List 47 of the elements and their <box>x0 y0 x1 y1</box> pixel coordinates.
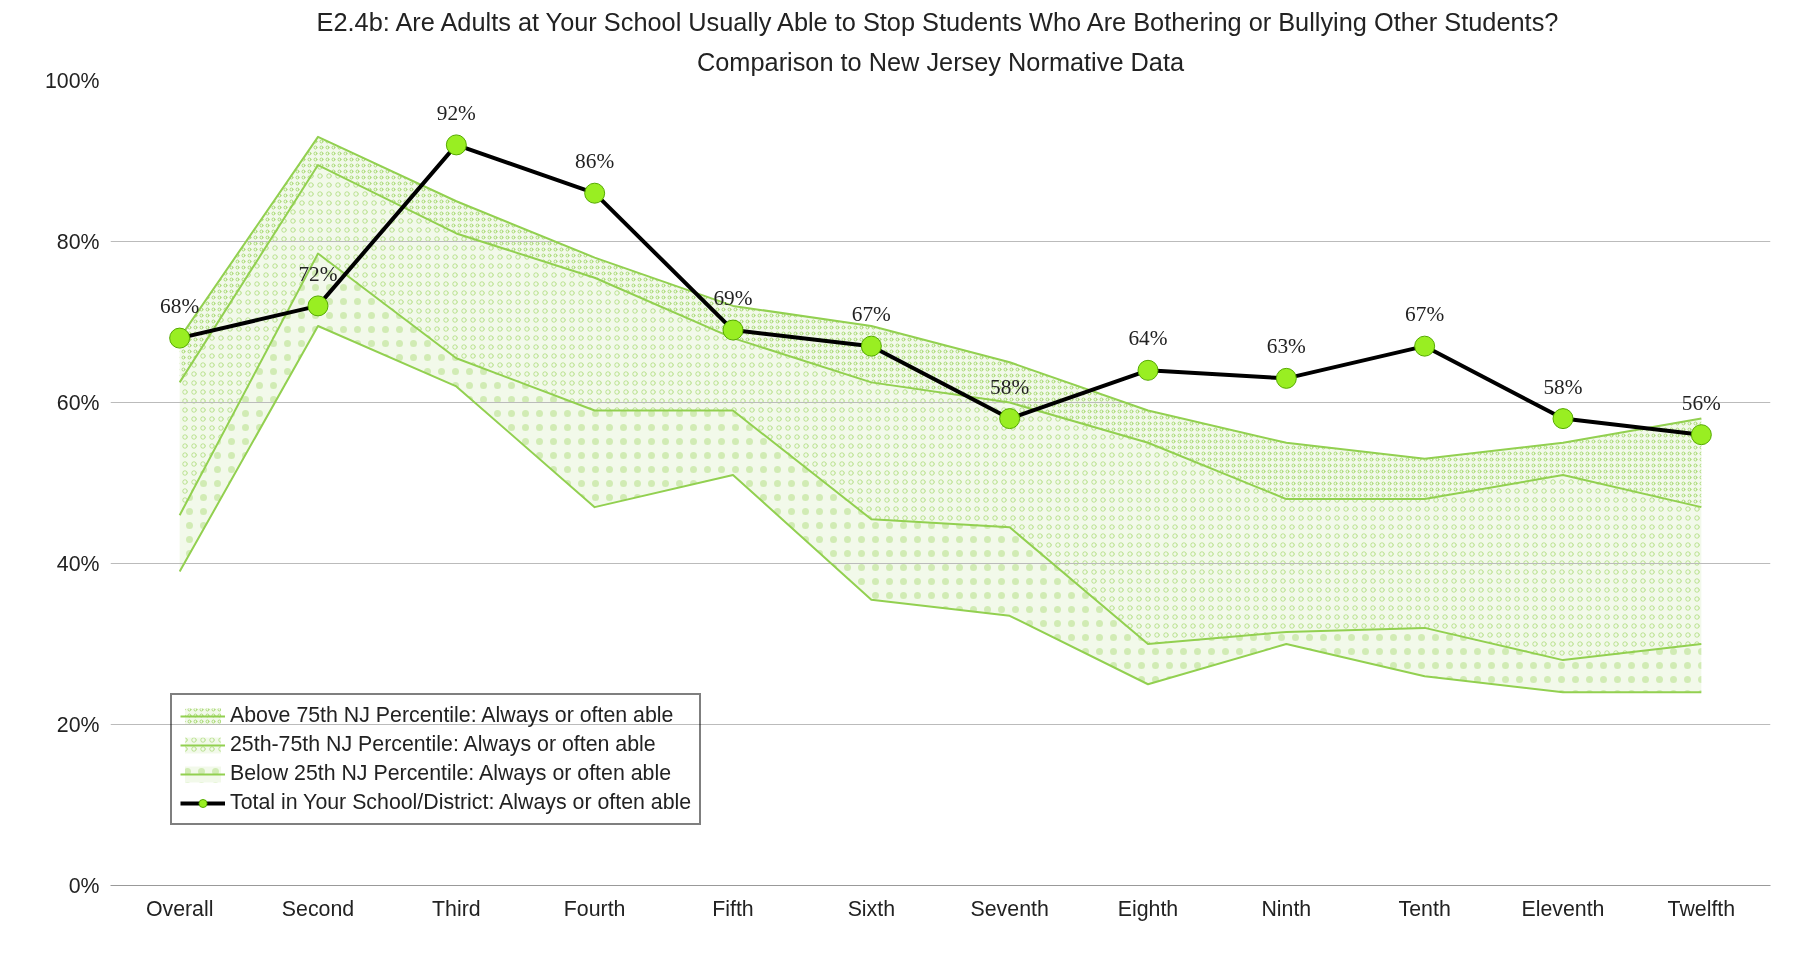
point <box>1552 408 1574 430</box>
x-tick-label: Seventh <box>970 896 1049 921</box>
x-tick-label: Overall <box>145 896 214 921</box>
point <box>1275 367 1297 389</box>
data-label: 56% <box>1681 390 1722 415</box>
x-tick-label: Second <box>281 896 355 921</box>
y-tick-label: 100% <box>44 68 100 93</box>
data-label: 58% <box>990 374 1030 399</box>
point <box>307 295 329 317</box>
data-label: 67% <box>851 302 892 327</box>
legend-label: Total in Your School/District: Always or often able <box>230 790 692 815</box>
x-tick-label: Twelfth <box>1667 896 1736 921</box>
point <box>1414 335 1436 357</box>
point <box>860 335 882 357</box>
point <box>584 182 606 204</box>
x-tick-label: Tenth <box>1398 896 1451 921</box>
x-tick-label: Eleventh <box>1521 896 1605 921</box>
legend-label: Above 75th NJ Percentile: Always or often able <box>230 703 674 728</box>
y-tick-label: 60% <box>56 390 100 415</box>
x-tick-label: Third <box>432 896 481 921</box>
point <box>999 408 1021 430</box>
x-tick-label: Sixth <box>847 896 896 921</box>
point <box>445 134 467 156</box>
data-label: 63% <box>1266 334 1307 359</box>
chart-title: E2.4b: Are Adults at Your School Usually Able to Stop Students Who Are Bothering or Bullying Other Students? <box>316 7 1559 36</box>
point <box>1137 359 1159 381</box>
data-label: 67% <box>1405 302 1445 327</box>
data-label: 58% <box>1543 374 1583 399</box>
chart-subtitle: Comparison to New Jersey Normative Data <box>696 47 1185 76</box>
data-label: 92% <box>436 100 477 125</box>
point <box>722 319 744 341</box>
y-tick-label: 80% <box>56 229 100 254</box>
legend-label: Below 25th NJ Percentile: Always or often able <box>230 761 672 786</box>
y-tick-label: 20% <box>56 712 100 737</box>
y-tick-label: 40% <box>56 551 100 576</box>
x-tick-label: Fourth <box>563 896 626 921</box>
x-tick-label: Eighth <box>1117 896 1179 921</box>
data-label: 69% <box>713 286 753 311</box>
y-tick-label: 0% <box>68 873 100 898</box>
data-label: 86% <box>575 149 615 174</box>
x-tick-label: Fifth <box>712 896 754 921</box>
data-label: 64% <box>1128 326 1168 351</box>
data-label: 68% <box>160 294 200 319</box>
x-tick-label: Ninth <box>1261 896 1312 921</box>
legend-label: 25th-75th NJ Percentile: Always or often able <box>230 732 656 757</box>
point <box>1690 424 1712 446</box>
point <box>169 327 191 349</box>
